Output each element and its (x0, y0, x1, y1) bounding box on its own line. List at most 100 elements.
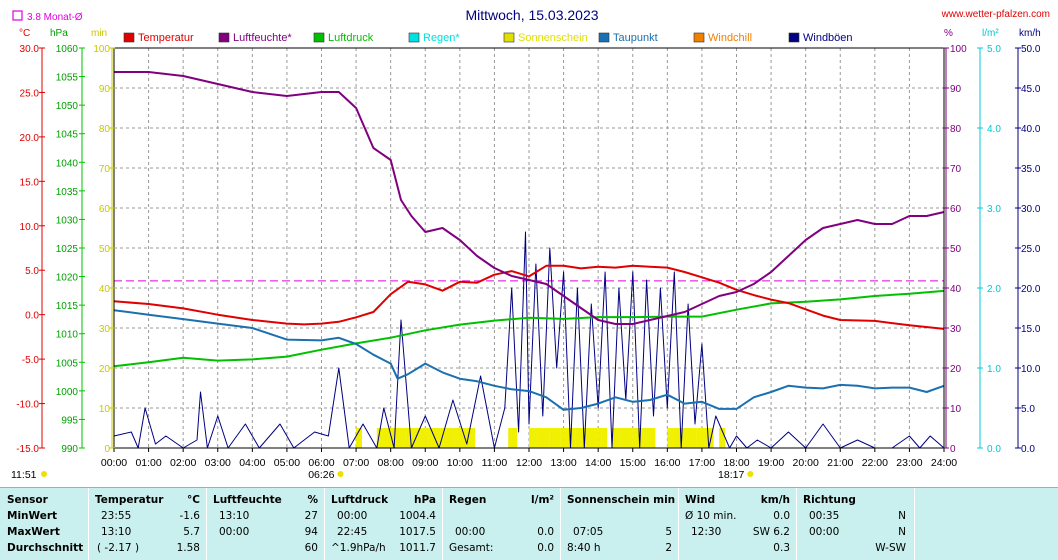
legend-swatch (313, 32, 325, 43)
stats-time: 00:00 (337, 510, 368, 522)
tick-label-humidity_pct: 0 (950, 444, 956, 455)
tick-label-wind_kmh: 45.0 (1021, 84, 1041, 95)
clock-time: 11:51 (11, 469, 37, 481)
sunshine-bar (601, 428, 605, 448)
x-axis-ticks: 00:00 01:00 02:00 03:00 04:00 05:00 06:00 07:00… (101, 448, 957, 469)
stats-time: 07:05 (573, 526, 604, 538)
axis-headers: °C hPa min% l/m² km/h (19, 28, 1041, 39)
tick-label-pressure_hpa: 995 (61, 415, 78, 426)
tick-label-humidity_pct: 10 (950, 404, 962, 415)
stats-col-direction: Richtung 00:35 N 00:00 N W-SW (796, 488, 914, 560)
sunshine-bar (422, 428, 426, 448)
stats-col-sunshine: Sonnenschein min 07:05 5 8:40 h 2 (560, 488, 678, 560)
tick-label-rain_lm2: 4.0 (987, 124, 1001, 135)
sunshine-bar (699, 428, 703, 448)
sunshine-bar (580, 428, 584, 448)
legend-label: Windböen (803, 32, 853, 44)
sunshine-bar (402, 428, 406, 448)
stats-col-rain: Regen l/m² 00:00 0.0 Gesamt: 0.0 (442, 488, 560, 560)
sunrise-icon (337, 471, 344, 477)
tick-label-rain_lm2: 0.0 (987, 444, 1001, 455)
sunset-time: 18:17 (718, 469, 744, 481)
stats-value: 0.3 (773, 542, 790, 554)
tick-label-rain_lm2: 2.0 (987, 284, 1001, 295)
stats-header-direction: Richtung (803, 494, 856, 506)
sunshine-bar (425, 428, 429, 448)
sunshine-bar (543, 428, 547, 448)
sunshine-bar (394, 428, 398, 448)
sunshine-bar (629, 428, 633, 448)
grid (113, 47, 945, 449)
x-tick-label: 16:00 (654, 457, 680, 469)
sunshine-bar (399, 428, 403, 448)
stats-value: 1.58 (176, 542, 200, 554)
stats-time: 13:10 (219, 510, 250, 522)
stats-value: N (898, 526, 906, 538)
sunshine-bar (707, 428, 711, 448)
tick-label-temperature_c: 5.0 (25, 266, 39, 277)
stats-value: 27 (304, 510, 318, 522)
axis-unit-left: hPa (50, 28, 68, 39)
stats-value: -1.6 (179, 510, 201, 522)
stats-value: 94 (304, 526, 318, 538)
sunshine-bar (635, 428, 639, 448)
x-tick-label: 17:00 (689, 457, 715, 469)
stats-unit-wind: km/h (760, 494, 790, 506)
sunshine-bar (356, 428, 360, 448)
x-tick-label: 03:00 (205, 457, 231, 469)
sunshine-bar (437, 428, 441, 448)
sunshine-bar (640, 428, 644, 448)
tick-label-pressure_hpa: 1010 (56, 330, 79, 341)
stats-value: 1004.4 (399, 510, 436, 522)
tick-label-temperature_c: 30.0 (20, 44, 40, 55)
legend-label: Windchill (708, 32, 752, 44)
sunshine-bar (388, 428, 392, 448)
sunshine-bar (614, 428, 618, 448)
sunshine-bar (623, 428, 627, 448)
tick-label-sunshine_min: 60 (99, 204, 111, 215)
tick-label-temperature_c: 20.0 (20, 133, 40, 144)
stats-unit-temperature: °C (187, 494, 200, 506)
stats-header-temperature: Temperatur (95, 494, 164, 506)
tick-label-sunshine_min: 90 (99, 84, 111, 95)
stats-unit-rain: l/m² (531, 494, 554, 506)
stats-value: 1011.7 (399, 542, 436, 554)
sunshine-bar (710, 428, 714, 448)
sunshine-bar (673, 428, 677, 448)
tick-label-temperature_c: -5.0 (22, 355, 40, 366)
sunshine-bar (382, 428, 386, 448)
sunshine-bar (529, 428, 532, 448)
stats-value: W-SW (875, 542, 906, 554)
sunshine-bar (549, 428, 553, 448)
stats-col-empty (914, 488, 1058, 560)
sunshine-bar (612, 428, 615, 448)
tick-label-pressure_hpa: 1005 (56, 358, 79, 369)
site-link[interactable]: www.wetter-pfalzen.com (941, 9, 1050, 20)
sunshine-bar (397, 428, 401, 448)
tick-label-sunshine_min: 20 (99, 364, 111, 375)
tick-label-sunshine_min: 0 (104, 444, 110, 455)
sunshine-bar (595, 428, 599, 448)
sunshine-bar (428, 428, 432, 448)
tick-label-sunshine_min: 80 (99, 124, 111, 135)
sunshine-bar (586, 428, 590, 448)
stats-time: Ø 10 min. (685, 510, 737, 522)
series-lines (113, 71, 945, 449)
tick-label-sunshine_min: 50 (99, 244, 111, 255)
legend-swatch (408, 32, 420, 43)
sunshine-bar (652, 428, 656, 448)
legend-swatch (123, 32, 135, 43)
sunshine-bar (448, 428, 452, 448)
monthly-avg-label: 3.8 Monat-Ø (27, 12, 83, 23)
axis-unit-left: min (91, 28, 107, 39)
sunshine-bar (443, 428, 447, 448)
stats-col-temperature: Temperatur °C 23:55 -1.6 13:10 5.7 ( -2.… (88, 488, 206, 560)
tick-label-wind_kmh: 40.0 (1021, 124, 1041, 135)
sunshine-bar (704, 428, 708, 448)
stats-value: 0.0 (773, 510, 790, 522)
series-line-luftfeuchte (114, 71, 945, 325)
x-tick-label: 19:00 (758, 457, 784, 469)
stats-unit-pressure: hPa (414, 494, 436, 506)
x-tick-label: 06:00 (308, 457, 334, 469)
sunshine-bar (681, 428, 685, 448)
